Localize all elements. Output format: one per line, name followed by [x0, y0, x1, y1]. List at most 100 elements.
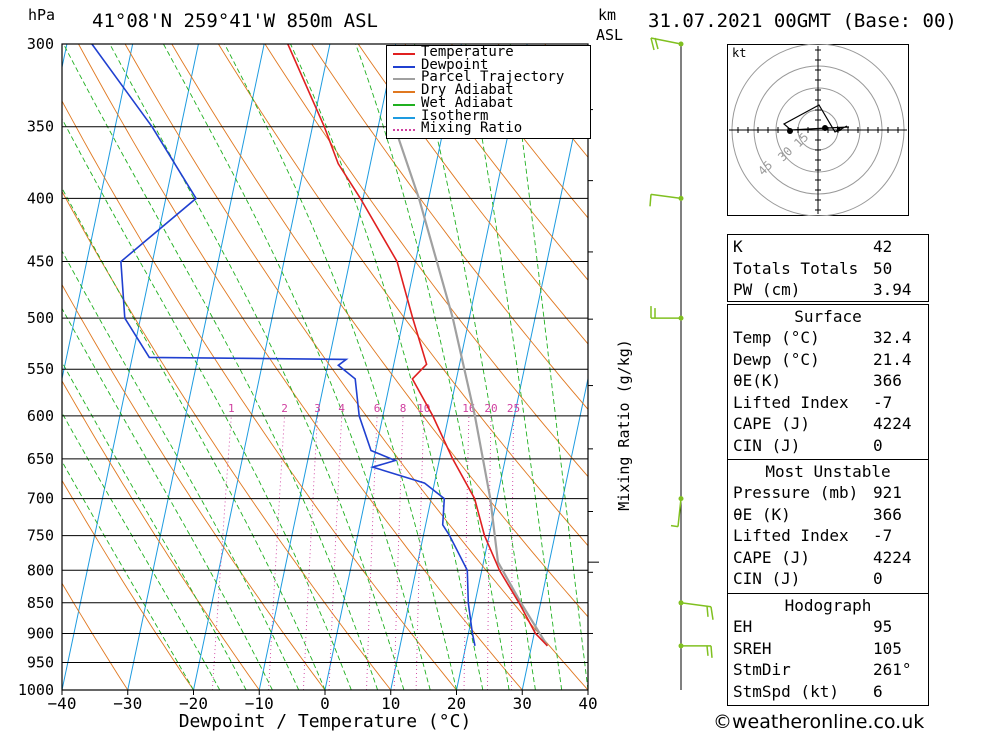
legend-swatch	[393, 65, 415, 68]
legend-swatch	[393, 103, 415, 106]
table-value: 366	[873, 371, 902, 390]
isotherm-line	[521, 376, 588, 690]
x-tick-label: −10	[245, 694, 274, 713]
table-key: EH	[733, 617, 753, 636]
x-tick-label: 0	[320, 694, 330, 713]
isotherm-line	[390, 44, 528, 690]
wet-adiabat-line	[62, 117, 352, 690]
dry-adiabat-line	[62, 479, 194, 690]
table-key: K	[733, 237, 743, 256]
pressure-tick-label: 650	[27, 450, 54, 468]
mixing-ratio-label: 3	[314, 402, 321, 415]
mixing-ratio-label: 6	[374, 402, 381, 415]
table-value: 6	[873, 681, 883, 701]
table-value: 366	[873, 504, 902, 524]
dry-adiabat-line	[62, 582, 129, 690]
mixing-ratio-label: 4	[338, 402, 345, 415]
legend-label: Temperature	[421, 44, 514, 60]
table-key: Pressure (mb)	[733, 483, 859, 502]
x-tick-label: −30	[113, 694, 142, 713]
mixing-ratio-label: 8	[400, 402, 407, 415]
table-value: 0	[873, 569, 883, 588]
pressure-tick-label: 900	[27, 624, 54, 642]
table-key: Totals Totals	[733, 258, 859, 278]
legend-swatch	[393, 78, 415, 81]
x-tick-label: 20	[447, 694, 466, 713]
pressure-tick-label: 950	[27, 653, 54, 671]
mixing-ratio-line	[302, 415, 318, 690]
mixing-ratio-line	[268, 415, 285, 690]
isotherm-line	[324, 44, 462, 690]
table-value: 32.4	[873, 328, 912, 347]
pressure-tick-label: 500	[27, 309, 54, 327]
x-tick-label: 30	[513, 694, 532, 713]
surface-table: Surface Temp (°C) 32.4 Dewp (°C) 21.4 θE(K) 36…	[727, 304, 929, 460]
table-value: 261°	[873, 660, 912, 679]
plot-frame	[61, 43, 589, 691]
wind-barb	[677, 498, 682, 527]
legend-label: Dewpoint	[421, 56, 489, 73]
isotherm-line	[127, 44, 265, 690]
table-value: 0	[873, 435, 883, 455]
wet-adiabat-line	[109, 44, 405, 690]
x-tick-label: 40	[578, 694, 597, 713]
chart-legend: Temperature Dewpoint Parcel Trajectory Dry …	[386, 44, 591, 139]
asl-label: ASL	[596, 26, 624, 44]
hodograph-unit-label: kt	[732, 46, 746, 60]
hodograph-point	[822, 125, 828, 131]
table-key: Lifted Index	[733, 526, 849, 545]
wind-barb	[706, 605, 709, 617]
table-value: -7	[873, 392, 893, 412]
wind-profile	[649, 37, 714, 690]
mixing-ratio-label: 20	[484, 402, 497, 415]
most-unstable-table: Most Unstable Pressure (mb) 921 θE (K) 366 Li…	[727, 459, 929, 594]
legend-swatch	[393, 129, 415, 132]
table-key: CAPE (J)	[733, 547, 811, 567]
table-key: SREH	[733, 638, 772, 658]
location-title: 41°08'N 259°41'W 850m ASL	[92, 10, 378, 32]
mixing-ratio-line	[211, 415, 232, 690]
dry-adiabat-line	[78, 44, 523, 690]
pressure-tick-label: 350	[27, 118, 54, 136]
wind-barb	[710, 606, 714, 620]
mixing-ratio-label: 25	[507, 402, 520, 415]
table-value: 3.94	[873, 280, 912, 299]
legend-item: Dry Adiabat	[391, 82, 587, 99]
legend-swatch	[393, 116, 415, 119]
legend-label: Wet Adiabat	[421, 94, 514, 111]
legend-swatch	[393, 91, 415, 94]
pressure-tick-label: 850	[27, 594, 54, 612]
isotherm-line	[193, 44, 331, 690]
wind-barb	[650, 193, 682, 200]
legend-item: Temperature	[391, 44, 587, 60]
table-key: CIN (J)	[733, 569, 801, 588]
mixing-ratio-label: 1	[228, 402, 235, 415]
pressure-tick-label: 800	[27, 561, 54, 579]
pressure-tick-label: 600	[27, 407, 54, 425]
pressure-unit-label: hPa	[28, 6, 56, 24]
mixing-ratio-label: 2	[281, 402, 288, 415]
table-key: Dewp (°C)	[733, 349, 820, 369]
wet-adiabat-line	[163, 44, 431, 690]
temperature-line	[287, 44, 548, 647]
pressure-tick-label: 550	[27, 360, 54, 378]
copyright-text: ©weatheronline.co.uk	[713, 711, 925, 733]
dry-adiabat-line	[124, 44, 588, 690]
dry-adiabat-line	[404, 44, 588, 281]
legend-label: Isotherm	[421, 107, 489, 124]
wind-barb	[650, 37, 655, 51]
wet-adiabat-line	[62, 460, 194, 690]
mixing-ratio-line	[366, 415, 378, 690]
legend-swatch	[393, 53, 415, 55]
isotherm-line	[0, 44, 1, 690]
datetime-label: 31.07.2021 00GMT (Base: 00)	[648, 10, 957, 32]
hodograph-point	[787, 128, 793, 134]
legend-label: Dry Adiabat	[421, 82, 514, 99]
table-value: -7	[873, 526, 893, 545]
legend-label: Parcel Trajectory	[421, 69, 565, 86]
table-key: StmSpd (kt)	[733, 681, 839, 701]
wet-adiabat-line	[62, 307, 273, 690]
mixing-ratio-axis-label: Mixing Ratio (g/kg)	[615, 339, 633, 511]
table-value: 921	[873, 483, 902, 502]
table-key: CIN (J)	[733, 435, 801, 455]
